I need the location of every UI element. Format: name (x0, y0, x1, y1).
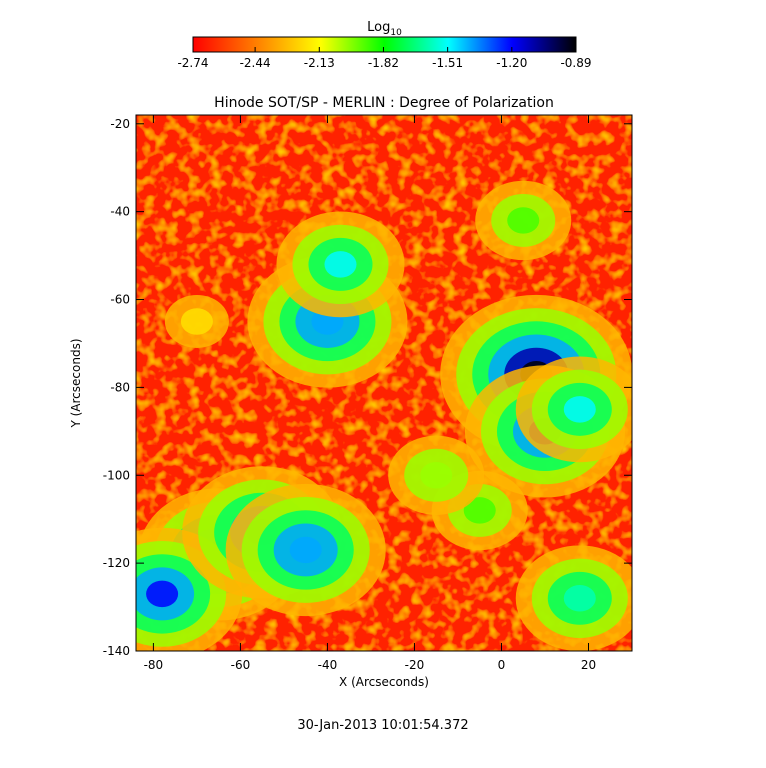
colorbar-title-base: Log (367, 20, 390, 35)
colorbar-tick-label: -2.44 (240, 56, 271, 70)
x-axis-label: X (Arcseconds) (339, 675, 429, 689)
heatmap-region-level (507, 207, 540, 234)
y-tick-label: -120 (103, 556, 130, 570)
x-tick-label: 20 (581, 658, 596, 672)
heatmap (136, 115, 632, 651)
heatmap-region (164, 295, 229, 348)
heatmap-region-level (180, 308, 213, 335)
heatmap-region-level (289, 536, 322, 564)
colorbar-tick-label: -2.74 (177, 56, 208, 70)
heatmap-region-level (146, 580, 179, 608)
heatmap-region-level (463, 497, 496, 524)
y-tick-label: -40 (110, 205, 130, 219)
x-axis: -80 -60 -40 -20 0 20 (144, 115, 596, 672)
heatmap-region (515, 545, 632, 651)
x-tick-label: -40 (318, 658, 338, 672)
heatmap-region-level (563, 585, 596, 612)
timestamp: 30-Jan-2013 10:01:54.372 (297, 718, 468, 733)
colorbar (192, 36, 577, 53)
colorbar-title: Log10 (367, 20, 402, 38)
colorbar-tick-label: -0.89 (560, 56, 591, 70)
heatmap-region (276, 211, 405, 318)
plot-title: Hinode SOT/SP - MERLIN : Degree of Polar… (214, 95, 554, 111)
colorbar-tick-label: -1.51 (432, 56, 463, 70)
heatmap-region (388, 435, 485, 515)
y-axis-label: Y (Arcseconds) (69, 338, 83, 428)
y-tick-label: -140 (103, 644, 130, 658)
heatmap-region-level (420, 462, 453, 489)
heatmap-region (515, 356, 632, 463)
heatmap-region (136, 527, 243, 651)
colorbar-title-sub: 10 (390, 28, 402, 38)
heatmap-region (475, 180, 572, 261)
x-tick-label: -60 (231, 658, 251, 672)
colorbar-tick-label: -2.13 (304, 56, 335, 70)
x-tick-label: -20 (405, 658, 425, 672)
heatmap-regions (136, 180, 632, 651)
y-tick-label: -60 (110, 293, 130, 307)
heatmap-region-level (563, 396, 596, 423)
colorbar-tick-label: -1.20 (496, 56, 527, 70)
colorbar-tick-label: -1.82 (368, 56, 399, 70)
plot-frame (135, 114, 633, 652)
y-tick-label: -80 (110, 380, 130, 394)
heatmap-region-level (324, 251, 357, 278)
heatmap-region (225, 483, 386, 617)
x-tick-label: 0 (498, 658, 506, 672)
y-tick-label: -100 (103, 468, 130, 482)
colorbar-ticks: -2.74 -2.44 -2.13 -1.82 -1.51 -1.20 -0.89 (177, 47, 592, 70)
y-tick-label: -20 (110, 117, 130, 131)
y-axis: -20 -40 -60 -80 -100 -120 -140 (103, 117, 632, 658)
x-tick-label: -80 (144, 658, 164, 672)
